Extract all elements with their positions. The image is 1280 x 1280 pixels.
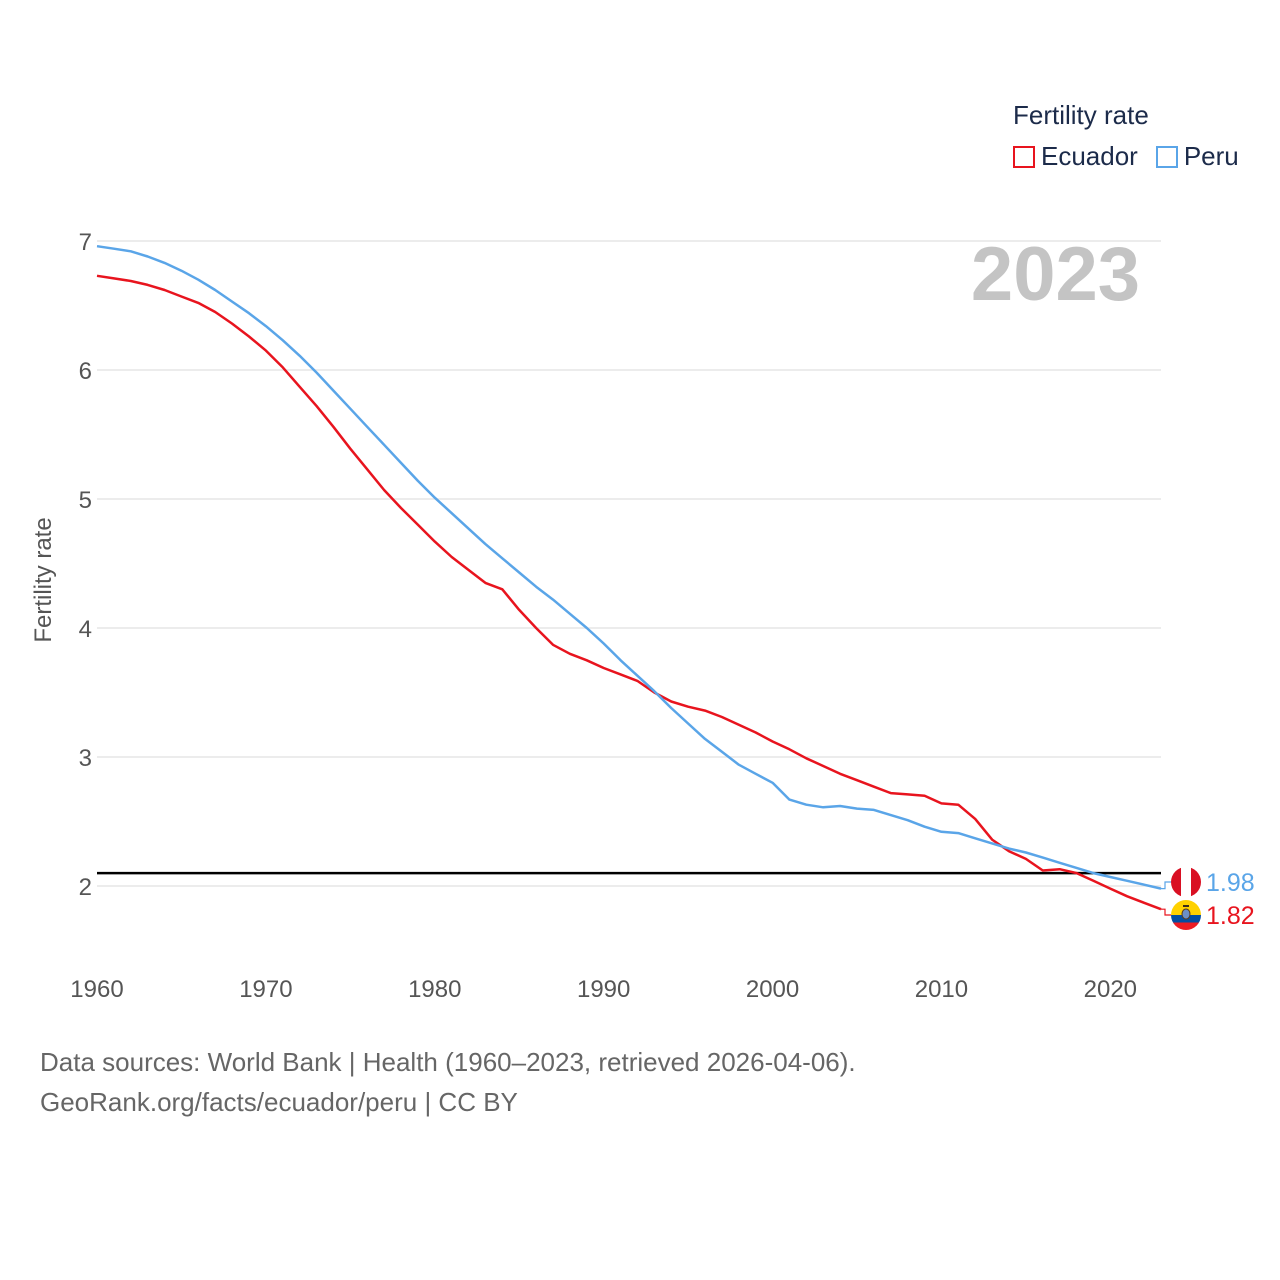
x-tick-label: 1960	[70, 976, 123, 1003]
y-tick-label: 3	[79, 745, 92, 772]
end-markers: 1.82 1.98	[1161, 867, 1255, 930]
y-tick-label: 5	[79, 487, 92, 514]
legend: Fertility rate Ecuador Peru	[1013, 100, 1239, 172]
connector-peru	[1161, 881, 1171, 890]
y-tick-label: 6	[79, 358, 92, 385]
x-tick-label: 1990	[577, 976, 630, 1003]
ecuador-flag-icon	[1171, 900, 1201, 930]
legend-swatch-ecuador	[1013, 145, 1035, 168]
year-label: 2023	[971, 232, 1140, 317]
y-axis-ticks: 2 3 4 5 6 7	[79, 229, 92, 901]
gridlines	[97, 240, 1161, 887]
series-line-ecuador[interactable]	[96, 274, 1162, 911]
x-tick-label: 1980	[408, 976, 461, 1003]
x-tick-label: 2010	[915, 976, 968, 1003]
y-tick-label: 4	[79, 616, 92, 643]
legend-label-ecuador: Ecuador	[1041, 141, 1138, 171]
x-axis-ticks: 1960 1970 1980 1990 2000 2010 2020	[70, 976, 1137, 1003]
legend-title: Fertility rate	[1013, 100, 1149, 130]
x-tick-label: 1970	[239, 976, 292, 1003]
legend-item-ecuador[interactable]: Ecuador	[1013, 141, 1138, 172]
end-value-ecuador: 1.82	[1206, 902, 1255, 930]
legend-item-peru[interactable]: Peru	[1155, 141, 1239, 172]
footer: Data sources: World Bank | Health (1960–…	[40, 1042, 856, 1122]
attribution-link[interactable]: GeoRank.org/facts/ecuador/peru | CC BY	[40, 1087, 518, 1117]
series-lines	[96, 244, 1162, 911]
y-axis-title: Fertility rate	[30, 517, 57, 642]
data-sources: Data sources: World Bank | Health (1960–…	[40, 1047, 856, 1077]
connector-ecuador	[1161, 908, 1171, 916]
end-value-peru: 1.98	[1206, 869, 1255, 897]
x-tick-label: 2020	[1084, 976, 1137, 1003]
y-tick-label: 2	[79, 874, 92, 901]
peru-flag-icon	[1171, 867, 1201, 897]
x-tick-label: 2000	[746, 976, 799, 1003]
legend-swatch-peru	[1155, 145, 1178, 168]
series-line-peru[interactable]	[96, 244, 1162, 890]
y-tick-label: 7	[79, 229, 92, 256]
legend-label-peru: Peru	[1183, 141, 1239, 171]
